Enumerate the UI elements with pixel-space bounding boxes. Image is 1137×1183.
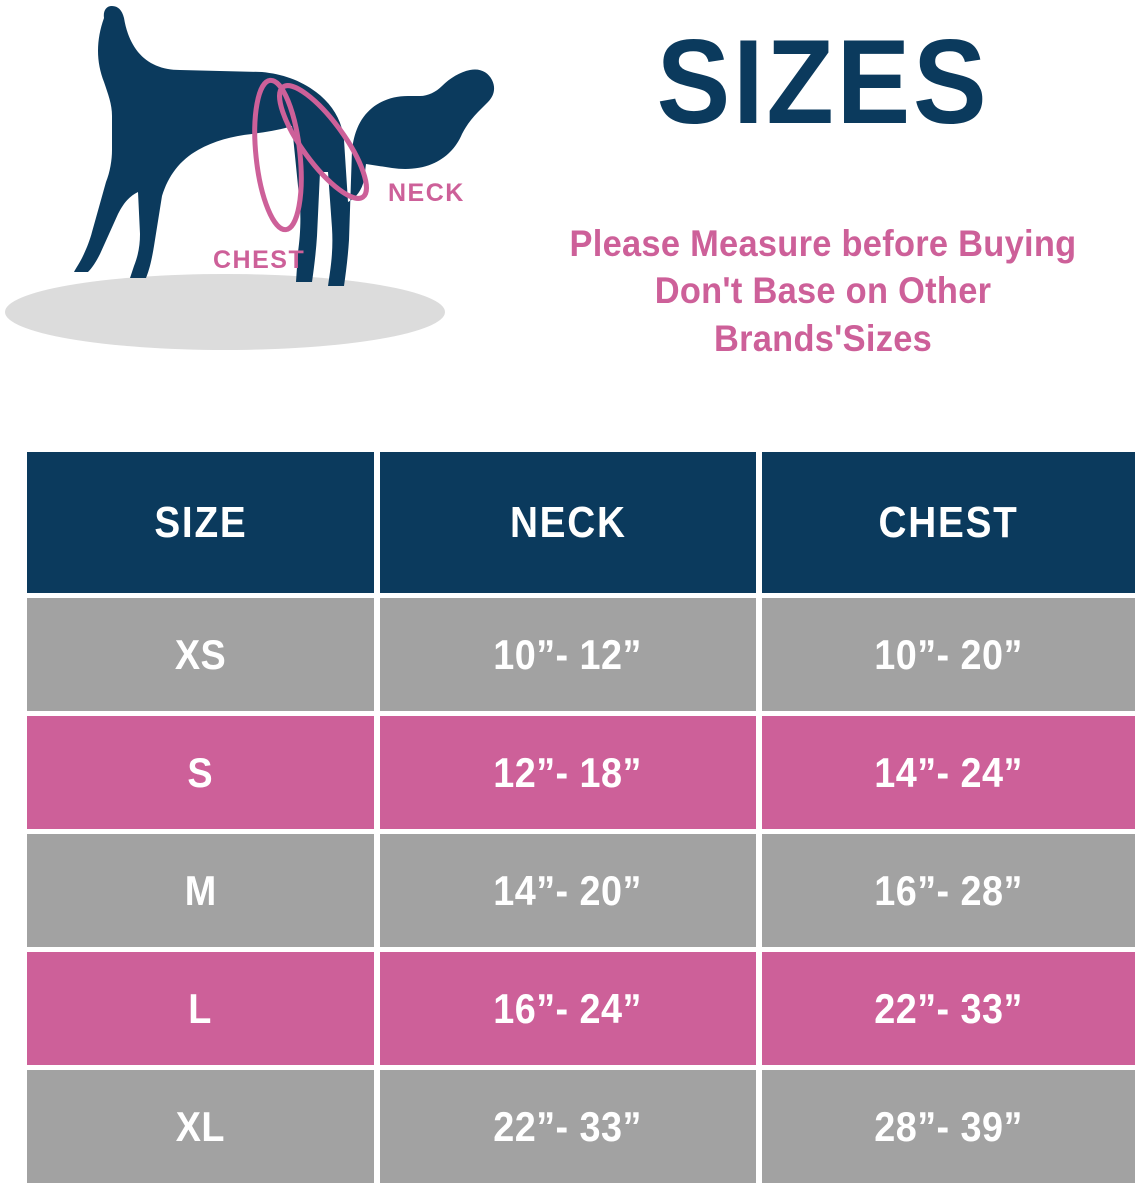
cell-value-neck: 14”- 20” — [493, 866, 643, 914]
cell-chest: 28”- 39” — [762, 1070, 1135, 1183]
header-cell-neck: NECK — [380, 452, 756, 593]
cell-value-neck: 10”- 12” — [493, 630, 643, 678]
cell-value-size: XL — [175, 1102, 226, 1150]
cell-size: XS — [27, 598, 374, 711]
table-row: L 16”- 24” 22”- 33” — [27, 952, 1135, 1065]
header-label-chest: CHEST — [878, 497, 1019, 547]
header-label-size: SIZE — [153, 497, 248, 547]
headline-block: SIZES Please Measure before Buying Don't… — [523, 22, 1123, 362]
ground-shadow-ellipse — [5, 274, 445, 350]
header-label-neck: NECK — [509, 497, 627, 547]
cell-value-chest: 14”- 24” — [874, 748, 1023, 796]
neck-label: NECK — [388, 179, 465, 207]
cell-size: M — [27, 834, 374, 947]
cell-value-neck: 16”- 24” — [493, 984, 643, 1032]
cell-value-size: XS — [174, 630, 227, 678]
page-title: SIZES — [656, 15, 990, 149]
cell-value-size: M — [184, 866, 217, 914]
cell-chest: 22”- 33” — [762, 952, 1135, 1065]
cell-value-size: S — [187, 748, 214, 796]
cell-neck: 10”- 12” — [380, 598, 756, 711]
subtitle-line-1: Please Measure before Buying — [569, 223, 1077, 264]
cell-neck: 12”- 18” — [380, 716, 756, 829]
cell-chest: 16”- 28” — [762, 834, 1135, 947]
cell-value-chest: 22”- 33” — [874, 984, 1023, 1032]
cell-value-neck: 22”- 33” — [493, 1102, 643, 1150]
cell-value-chest: 10”- 20” — [874, 630, 1023, 678]
table-row: M 14”- 20” 16”- 28” — [27, 834, 1135, 947]
cell-value-chest: 28”- 39” — [874, 1102, 1023, 1150]
header-cell-chest: CHEST — [762, 452, 1135, 593]
cell-value-chest: 16”- 28” — [874, 866, 1023, 914]
cell-value-size: L — [188, 984, 213, 1032]
cell-size: L — [27, 952, 374, 1065]
cell-value-neck: 12”- 18” — [493, 748, 643, 796]
cell-size: XL — [27, 1070, 374, 1183]
cell-neck: 22”- 33” — [380, 1070, 756, 1183]
cell-neck: 14”- 20” — [380, 834, 756, 947]
cell-neck: 16”- 24” — [380, 952, 756, 1065]
table-header-row: SIZE NECK CHEST — [27, 452, 1135, 593]
dog-illustration: NECK CHEST — [0, 0, 520, 400]
table-row: XL 22”- 33” 28”- 39” — [27, 1070, 1135, 1183]
subtitle-block: Please Measure before Buying Don't Base … — [523, 220, 1123, 362]
dog-silhouette-icon — [74, 6, 495, 286]
chest-measure-loop — [252, 77, 304, 233]
header-cell-size: SIZE — [27, 452, 374, 593]
size-chart-table: SIZE NECK CHEST XS 10”- 12” 10”- 20” S 1… — [27, 452, 1135, 1183]
table-row: S 12”- 18” 14”- 24” — [27, 716, 1135, 829]
chest-label: CHEST — [213, 246, 305, 274]
cell-chest: 10”- 20” — [762, 598, 1135, 711]
subtitle-line-2: Don't Base on Other Brands'Sizes — [654, 270, 992, 359]
cell-chest: 14”- 24” — [762, 716, 1135, 829]
cell-size: S — [27, 716, 374, 829]
neck-measure-loop — [277, 83, 369, 201]
table-row: XS 10”- 12” 10”- 20” — [27, 598, 1135, 711]
